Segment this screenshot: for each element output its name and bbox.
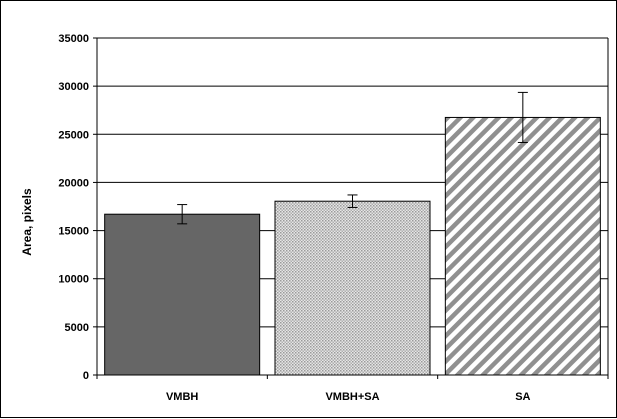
x-tick-label: VMBH [166,391,198,403]
x-tick-label: VMBH+SA [325,391,379,403]
bar-vmbh [104,213,261,376]
y-tick-label: 30000 [58,81,89,93]
y-tick-label: 15000 [58,226,89,238]
bar-vmbh-sa [274,200,431,376]
y-tick-label: 35000 [58,33,89,45]
bar-sa [444,116,601,376]
y-tick-label: 5000 [65,322,89,334]
y-tick-label: 20000 [58,177,89,189]
axes [93,37,609,379]
x-tick-label: SA [515,391,530,403]
axis-labels: 0 5000 10000 15000 20000 25000 30000 35000 VMBH V… [58,33,530,403]
y-tick-label: 0 [83,370,89,382]
bars [104,91,601,376]
y-axis-title: Area, pixels [20,188,34,256]
y-tick-label: 25000 [58,129,89,141]
y-tick-label: 10000 [58,274,89,286]
